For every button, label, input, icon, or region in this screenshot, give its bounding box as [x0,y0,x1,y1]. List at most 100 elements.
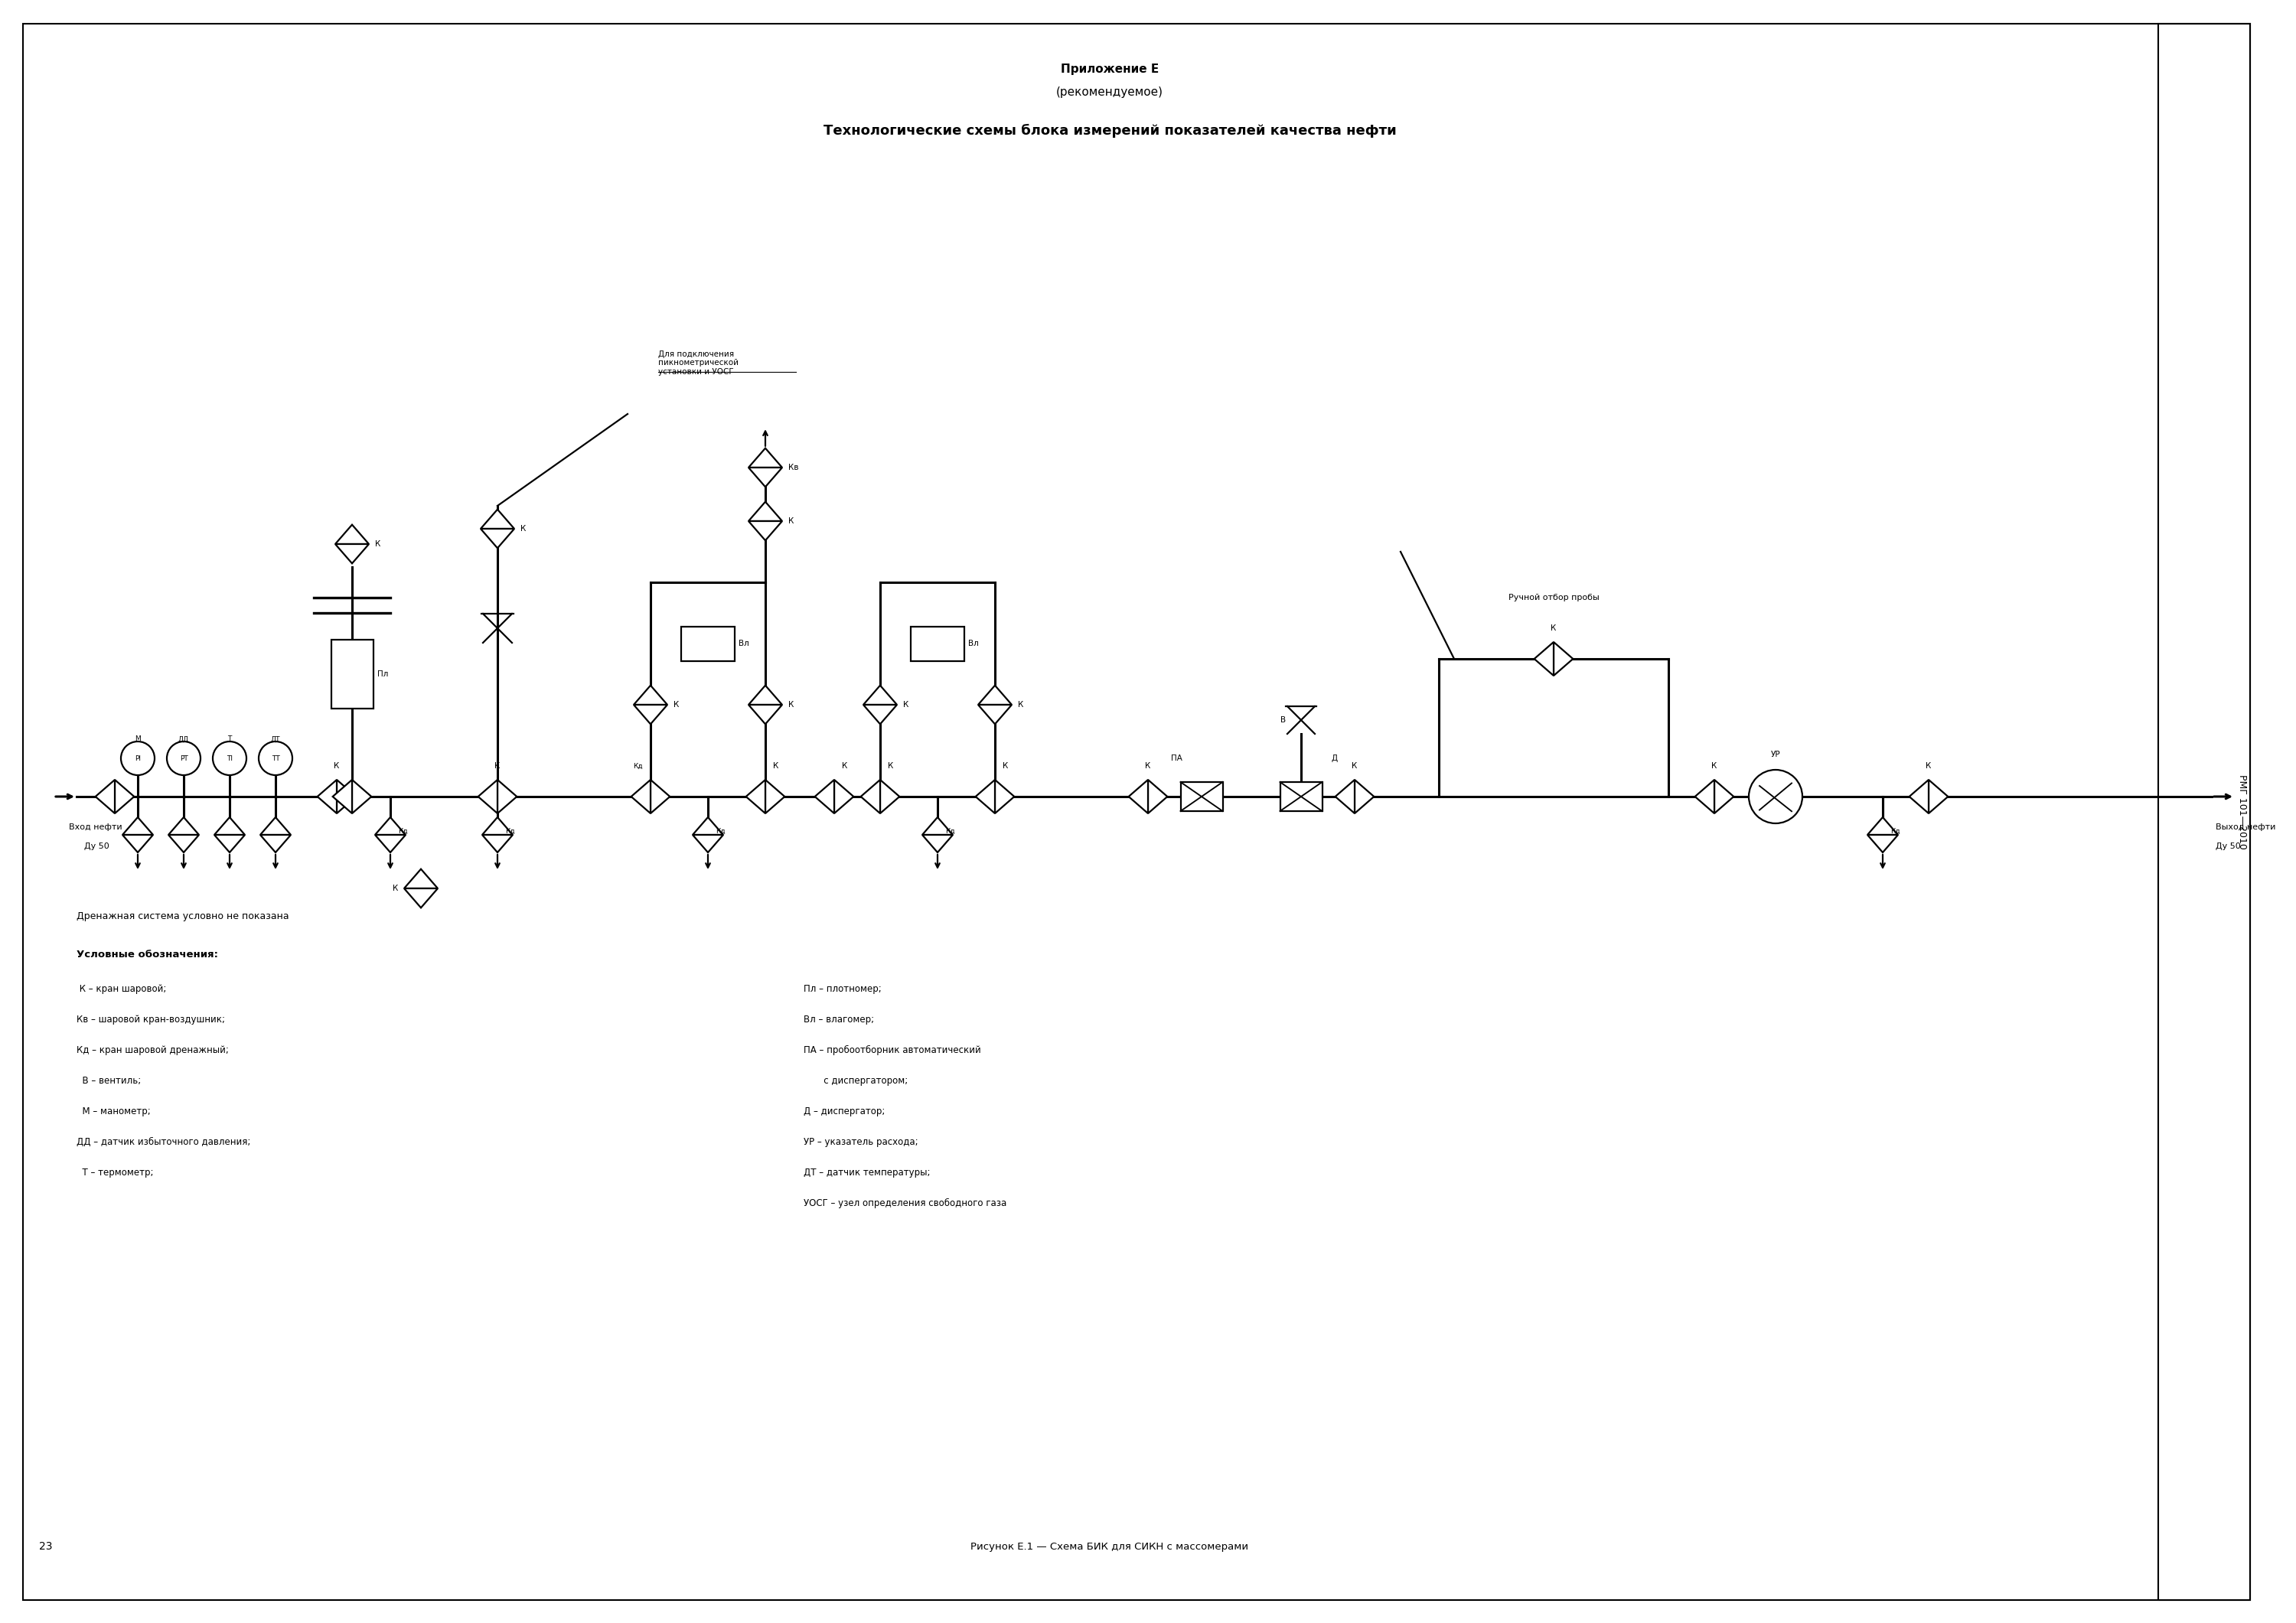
Polygon shape [833,779,854,813]
Text: К: К [393,885,397,893]
Bar [1180,782,1221,812]
Text: Вход нефти: Вход нефти [69,823,122,831]
Text: К: К [374,540,381,549]
Polygon shape [214,818,246,834]
Polygon shape [259,834,292,852]
Text: РТ: РТ [179,755,188,761]
Bar [331,639,372,709]
Polygon shape [748,521,783,540]
Polygon shape [631,779,650,813]
Polygon shape [861,779,879,813]
Text: К: К [1352,763,1357,769]
Polygon shape [1534,643,1554,675]
Circle shape [168,742,200,776]
Polygon shape [1336,779,1355,813]
Bar [1281,782,1322,812]
Text: 23: 23 [39,1542,53,1552]
Polygon shape [317,779,338,813]
Polygon shape [765,779,785,813]
Bar [2158,24,2250,1600]
Text: Пл: Пл [377,670,388,678]
Text: ДТ: ДТ [271,735,280,743]
Text: ТI: ТI [227,755,232,761]
Bar [682,626,735,661]
Polygon shape [122,834,154,852]
Text: Т – термометр;: Т – термометр; [76,1167,154,1178]
Text: Кв: Кв [788,464,799,471]
Polygon shape [480,510,514,529]
Text: К: К [1550,625,1557,631]
Text: УР – указатель расхода;: УР – указатель расхода; [804,1138,918,1147]
Polygon shape [480,529,514,549]
Polygon shape [634,704,668,724]
Text: К: К [788,518,794,524]
Polygon shape [1910,779,1929,813]
Polygon shape [1148,779,1166,813]
Text: В: В [1281,716,1286,724]
Polygon shape [168,834,200,852]
Text: ПА – пробоотборник автоматический: ПА – пробоотборник автоматический [804,1045,980,1055]
Text: Ду 50: Ду 50 [2216,842,2241,850]
Text: К: К [494,763,501,769]
Text: Кв – шаровой кран-воздушник;: Кв – шаровой кран-воздушник; [76,1014,225,1024]
Text: К: К [521,524,526,532]
Polygon shape [335,524,370,544]
Text: Вл: Вл [739,639,748,648]
Circle shape [1750,769,1802,823]
Text: ПА: ПА [1171,755,1182,763]
Polygon shape [634,685,668,704]
Text: К: К [1926,763,1931,769]
Text: Рисунок Е.1 — Схема БИК для СИКН с массомерами: Рисунок Е.1 — Схема БИК для СИКН с массо… [971,1542,1249,1552]
Polygon shape [335,544,370,563]
Text: Для подключения
пикнометрической
установки и УОСГ: Для подключения пикнометрической установ… [659,351,739,375]
Text: Кд: Кд [397,828,409,834]
Text: К: К [843,763,847,769]
Text: Технологические схемы блока измерений показателей качества нефти: Технологические схемы блока измерений по… [824,123,1396,138]
Text: К: К [1146,763,1150,769]
Polygon shape [923,834,953,852]
Polygon shape [863,685,898,704]
Text: ДД – датчик избыточного давления;: ДД – датчик избыточного давления; [76,1138,250,1147]
Polygon shape [478,779,498,813]
Text: К: К [1017,701,1024,709]
Polygon shape [404,888,439,907]
Polygon shape [498,779,517,813]
Circle shape [214,742,246,776]
Polygon shape [879,779,900,813]
Circle shape [122,742,154,776]
Text: Кд: Кд [716,828,726,834]
Polygon shape [1355,779,1373,813]
Polygon shape [374,834,406,852]
Text: ДД: ДД [179,735,188,743]
Text: К: К [774,763,778,769]
Text: К: К [788,701,794,709]
Text: РМГ 101—2010: РМГ 101—2010 [2236,774,2248,849]
Polygon shape [482,834,512,852]
Polygon shape [863,704,898,724]
Text: Выход нефти: Выход нефти [2216,823,2275,831]
Polygon shape [374,818,406,834]
Text: Кд: Кд [1890,828,1901,834]
Polygon shape [1715,779,1733,813]
Polygon shape [748,704,783,724]
Text: Д – диспергатор;: Д – диспергатор; [804,1107,884,1117]
Polygon shape [978,685,1013,704]
Polygon shape [168,818,200,834]
Text: К – кран шаровой;: К – кран шаровой; [76,984,165,993]
Text: К: К [902,701,909,709]
Text: Ду 50: Ду 50 [85,842,110,850]
Polygon shape [338,779,356,813]
Polygon shape [115,779,133,813]
Polygon shape [1867,818,1899,834]
Polygon shape [746,779,765,813]
Text: К: К [1003,763,1008,769]
Bar [912,626,964,661]
Polygon shape [404,868,439,888]
Text: Т: Т [227,735,232,743]
Text: К: К [673,701,680,709]
Polygon shape [96,779,115,813]
Text: Кд – кран шаровой дренажный;: Кд – кран шаровой дренажный; [76,1045,230,1055]
Polygon shape [748,685,783,704]
Polygon shape [976,779,994,813]
Polygon shape [259,818,292,834]
